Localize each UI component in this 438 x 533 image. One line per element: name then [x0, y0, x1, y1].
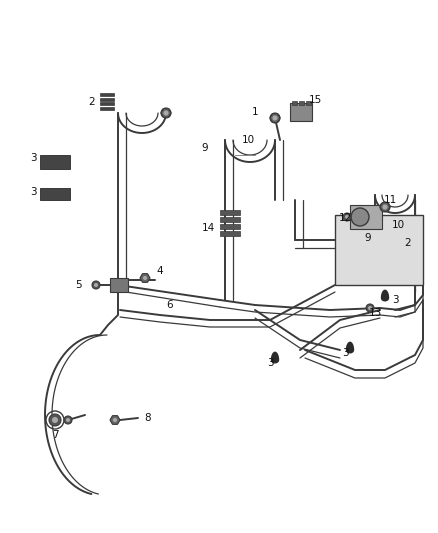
Bar — [110, 278, 128, 292]
Circle shape — [161, 108, 171, 118]
Text: 4: 4 — [157, 266, 163, 276]
Bar — [220, 217, 240, 222]
Text: 14: 14 — [201, 223, 215, 233]
Text: 6: 6 — [167, 300, 173, 310]
Text: 2: 2 — [405, 238, 411, 248]
Bar — [100, 98, 114, 101]
Text: 3: 3 — [267, 358, 273, 368]
Text: 7: 7 — [52, 430, 58, 440]
Polygon shape — [270, 114, 280, 123]
Circle shape — [49, 414, 61, 426]
Text: 3: 3 — [30, 187, 36, 197]
Text: 2: 2 — [88, 97, 95, 107]
Polygon shape — [140, 273, 150, 282]
Circle shape — [163, 110, 169, 116]
Bar — [350, 205, 382, 229]
Circle shape — [368, 306, 372, 310]
Circle shape — [66, 418, 70, 422]
Circle shape — [272, 116, 278, 120]
Text: 3: 3 — [30, 153, 36, 163]
Text: 1: 1 — [252, 107, 258, 117]
Bar — [220, 210, 240, 215]
Circle shape — [52, 417, 58, 423]
Bar — [220, 224, 240, 229]
Bar — [306, 101, 311, 105]
Text: 11: 11 — [383, 195, 397, 205]
Text: 10: 10 — [241, 135, 254, 145]
Text: 8: 8 — [145, 413, 151, 423]
Circle shape — [380, 202, 390, 212]
Bar — [220, 231, 240, 236]
Bar — [299, 101, 304, 105]
Bar — [100, 102, 114, 105]
Circle shape — [94, 283, 98, 287]
Circle shape — [143, 276, 147, 280]
Polygon shape — [381, 289, 389, 302]
Bar — [335, 215, 423, 285]
Polygon shape — [346, 342, 354, 353]
Polygon shape — [271, 352, 279, 364]
Circle shape — [92, 281, 100, 289]
Text: 9: 9 — [365, 233, 371, 243]
Circle shape — [382, 205, 388, 209]
Circle shape — [270, 113, 280, 123]
Circle shape — [111, 416, 119, 424]
Circle shape — [393, 241, 401, 249]
Text: 5: 5 — [76, 280, 82, 290]
Circle shape — [64, 416, 72, 424]
Bar — [40, 155, 70, 169]
Bar — [100, 93, 114, 96]
Text: 3: 3 — [342, 348, 348, 358]
Circle shape — [141, 274, 149, 282]
Text: 13: 13 — [368, 308, 381, 318]
Text: 10: 10 — [392, 220, 405, 230]
Text: 15: 15 — [308, 95, 321, 105]
Text: 3: 3 — [392, 295, 398, 305]
Circle shape — [343, 213, 351, 221]
Polygon shape — [161, 109, 171, 117]
Text: 9: 9 — [201, 143, 208, 153]
Circle shape — [345, 215, 349, 219]
Bar — [100, 107, 114, 110]
Bar — [292, 101, 297, 105]
Bar — [40, 188, 70, 200]
Polygon shape — [110, 416, 120, 424]
Text: 12: 12 — [339, 213, 352, 223]
Circle shape — [366, 304, 374, 312]
Circle shape — [351, 208, 369, 226]
Bar — [390, 235, 404, 249]
Circle shape — [113, 418, 117, 422]
Polygon shape — [380, 203, 390, 211]
Bar — [290, 103, 312, 121]
